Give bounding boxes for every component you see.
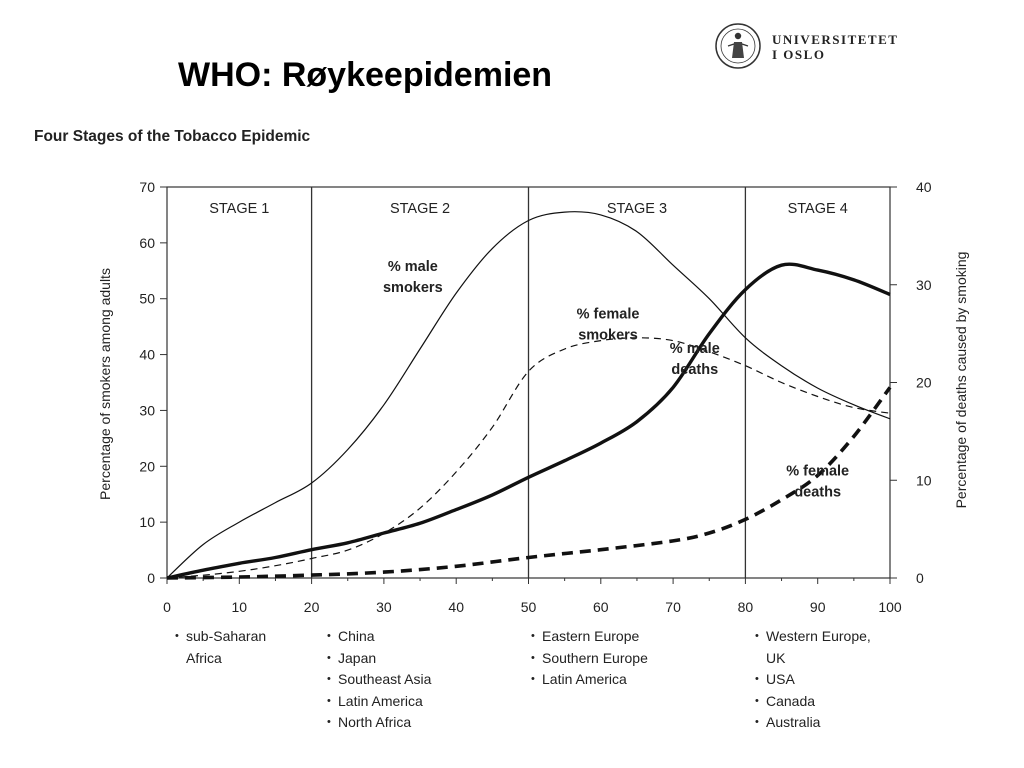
- stage-2-regions: ChinaJapanSoutheast AsiaLatin AmericaNor…: [327, 626, 431, 734]
- x-tick-label: 80: [738, 599, 754, 615]
- x-tick-label: 60: [593, 599, 609, 615]
- x-tick-label: 0: [163, 599, 171, 615]
- region-item: sub-Saharan Africa: [175, 626, 266, 669]
- region-item: Southeast Asia: [327, 669, 431, 691]
- region-item: China: [327, 626, 431, 648]
- university-logo: UNIVERSITETET I OSLO: [714, 22, 914, 74]
- x-tick-label: 70: [665, 599, 681, 615]
- y-right-tick-label: 10: [916, 472, 932, 488]
- x-tick-label: 50: [521, 599, 537, 615]
- y-left-tick-label: 30: [139, 402, 155, 418]
- x-tick-label: 90: [810, 599, 826, 615]
- x-tick-label: 40: [448, 599, 464, 615]
- series-line-female-smokers: [166, 337, 891, 579]
- stage-4-regions: Western Europe, UKUSACanadaAustralia: [755, 626, 871, 734]
- region-item: Southern Europe: [531, 648, 648, 670]
- series-label-female-smokers: % female smokers: [577, 306, 640, 343]
- series-label-female-deaths: % female deaths: [786, 463, 849, 500]
- y-right-tick-label: 30: [916, 277, 932, 293]
- slide-title: WHO: Røykeepidemien: [178, 56, 553, 94]
- stage-label: STAGE 4: [788, 201, 848, 217]
- y-left-tick-label: 10: [139, 514, 155, 530]
- stage-label: STAGE 1: [209, 201, 269, 217]
- y-left-tick-label: 70: [139, 179, 155, 195]
- y-axis-left-label: Percentage of smokers among adults: [97, 268, 113, 500]
- university-seal-icon: [715, 23, 761, 69]
- region-item: Western Europe, UK: [755, 626, 871, 669]
- y-right-tick-label: 0: [916, 570, 924, 586]
- series-line-male-smokers: [166, 211, 891, 579]
- plot-area: STAGE 1 STAGE 2 STAGE 3 STAGE 4 0 10 20 30 40 50 6…: [139, 179, 931, 615]
- region-item: Latin America: [327, 691, 431, 713]
- x-tick-label: 100: [878, 599, 902, 615]
- region-item: Latin America: [531, 669, 648, 691]
- y-left-tick-label: 60: [139, 235, 155, 251]
- y-right-tick-label: 40: [916, 179, 932, 195]
- stage-3-regions: Eastern EuropeSouthern EuropeLatin Ameri…: [531, 626, 648, 691]
- series-line-female-deaths: [166, 386, 892, 580]
- x-tick-label: 20: [304, 599, 320, 615]
- region-item: Canada: [755, 691, 871, 713]
- region-item: Eastern Europe: [531, 626, 648, 648]
- y-left-tick-label: 20: [139, 458, 155, 474]
- logo-line-1: UNIVERSITETET: [772, 32, 899, 47]
- x-tick-label: 10: [232, 599, 248, 615]
- chart-title: Four Stages of the Tobacco Epidemic: [34, 128, 311, 145]
- region-item: Japan: [327, 648, 431, 670]
- stage-1-regions: sub-Saharan Africa: [175, 626, 266, 669]
- y-left-tick-label: 50: [139, 291, 155, 307]
- series-label-male-deaths: % male deaths: [670, 341, 720, 378]
- series-label-male-smokers: % male smokers: [383, 259, 443, 296]
- x-tick-label: 30: [376, 599, 392, 615]
- series-line-male-deaths: [166, 262, 891, 580]
- stage-label: STAGE 3: [607, 201, 667, 217]
- stage-label: STAGE 2: [390, 201, 450, 217]
- region-item: North Africa: [327, 712, 431, 734]
- y-right-tick-label: 20: [916, 375, 932, 391]
- y-left-tick-label: 40: [139, 347, 155, 363]
- region-item: USA: [755, 669, 871, 691]
- logo-line-2: I OSLO: [772, 47, 826, 62]
- region-item: Australia: [755, 712, 871, 734]
- y-left-tick-label: 0: [147, 570, 155, 586]
- y-axis-right-label: Percentage of deaths caused by smoking: [953, 252, 969, 509]
